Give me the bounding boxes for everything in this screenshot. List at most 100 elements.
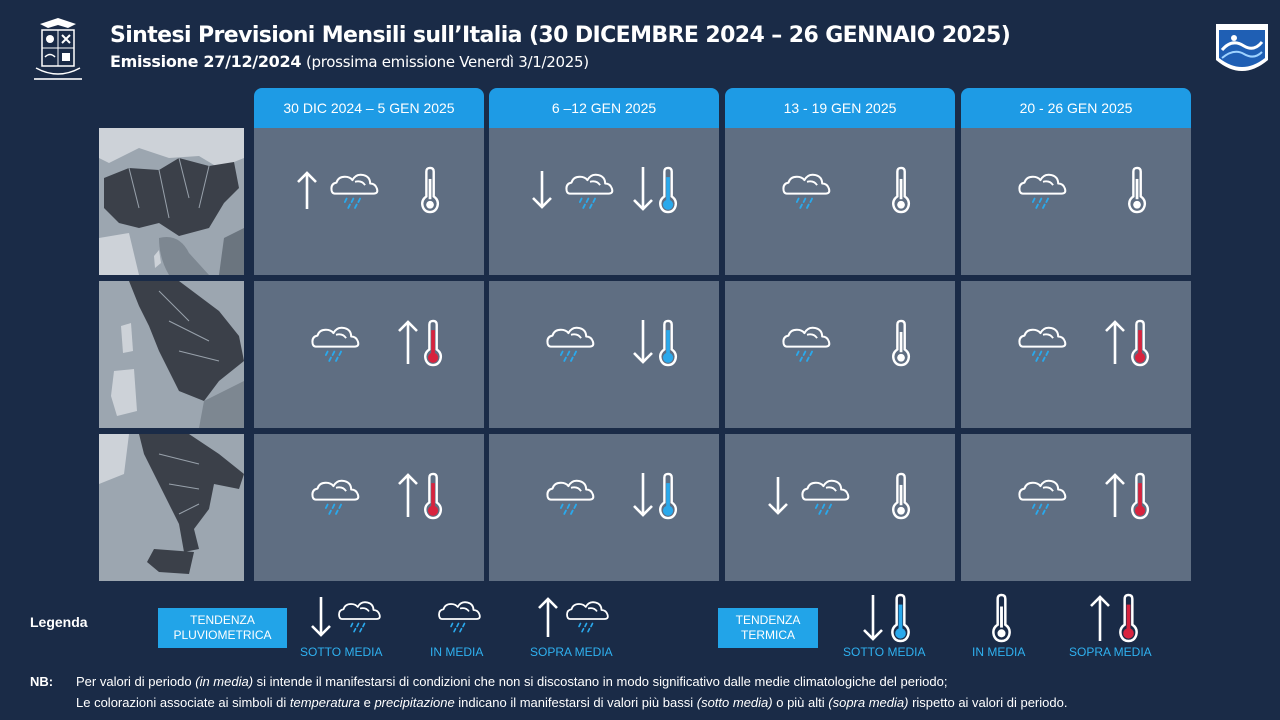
rain-cloud-icon (1018, 173, 1067, 209)
legend-temp-below: SOTTO MEDIA (843, 645, 926, 659)
thermometer-icon (1131, 472, 1150, 520)
rain-cloud-icon (330, 173, 379, 209)
thermometer-icon (891, 593, 910, 643)
aeronautica-emblem-logo (28, 16, 88, 88)
forecast-cell (489, 434, 719, 581)
temp-symbol (1129, 319, 1151, 372)
temp-trend-box: TENDENZA TERMICA (718, 608, 818, 648)
arrow-up-icon (1105, 320, 1125, 364)
precip-symbol (780, 170, 834, 217)
note-line-2: Le colorazioni associate ai simboli di t… (76, 695, 1067, 710)
temp-symbol (657, 472, 679, 525)
thermometer-icon (992, 593, 1011, 643)
legend-precip-above-cloud (564, 598, 612, 640)
emission-date: Emissione 27/12/2024 (110, 52, 302, 71)
rain-cloud-icon (311, 479, 360, 515)
precip-symbol (1016, 476, 1070, 523)
arrow-down-icon (633, 320, 653, 364)
legend-precip-below-arrow (310, 596, 332, 643)
legend-temp-below-arrow (862, 594, 884, 647)
temp-below-arrow (632, 472, 654, 523)
precip-trend-box: TENDENZA PLUVIOMETRICA (158, 608, 287, 648)
map-north-italy (99, 128, 244, 275)
temp-symbol (890, 166, 912, 219)
temp-above-arrow (1104, 472, 1126, 523)
precip-symbol (309, 476, 363, 523)
legend-temp-average: IN MEDIA (972, 645, 1026, 659)
emission-info: Emissione 27/12/2024 (prossima emissione… (110, 52, 589, 71)
note-text: si intende il manifestarsi di condizioni… (253, 674, 948, 689)
thermometer-icon (1119, 593, 1138, 643)
legend-temp-above: SOPRA MEDIA (1069, 645, 1152, 659)
arrow-down-icon (633, 167, 653, 211)
temp-symbol (890, 472, 912, 525)
note-text: indicano il manifestarsi di valori più b… (454, 695, 697, 710)
rain-cloud-icon (338, 601, 381, 633)
legend-temp-above-thermo (1117, 593, 1140, 648)
thermometer-icon (424, 472, 443, 520)
thermometer-icon (659, 166, 678, 214)
legend-temp-above-arrow (1089, 594, 1111, 647)
thermometer-icon (659, 472, 678, 520)
arrow-down-icon (863, 595, 883, 641)
legend-title: Legenda (30, 614, 88, 630)
temp-symbol (657, 166, 679, 219)
forecast-cell (254, 434, 484, 581)
forecast-cell (489, 281, 719, 428)
note-text: temperatura (289, 695, 360, 710)
period-header-2: 6 –12 GEN 2025 (489, 88, 719, 128)
note-text: e (359, 695, 375, 710)
legend-temp-average-thermo (990, 593, 1013, 648)
temp-above-arrow (397, 319, 419, 370)
temp-above-arrow (397, 472, 419, 523)
arrow-down-icon (633, 473, 653, 517)
precip-symbol (563, 170, 617, 217)
legend-precip-above: SOPRA MEDIA (530, 645, 613, 659)
precip-symbol (544, 323, 598, 370)
arrow-up-icon (538, 597, 558, 637)
forecast-cell (725, 128, 955, 275)
precip-symbol (309, 323, 363, 370)
note-label: NB: (30, 674, 54, 689)
legend-precip-below-cloud (336, 598, 384, 640)
temp-symbol (657, 319, 679, 372)
temp-symbol (422, 319, 444, 372)
arrow-down-icon (768, 477, 788, 515)
rain-cloud-icon (546, 326, 595, 362)
forecast-cell (961, 128, 1191, 275)
rain-cloud-icon (566, 601, 609, 633)
arrow-up-icon (297, 171, 317, 209)
rain-cloud-icon (782, 326, 831, 362)
note-text: (in media) (195, 674, 254, 689)
note-text: (sotto media) (696, 695, 773, 710)
arrow-up-icon (1105, 473, 1125, 517)
thermometer-icon (892, 472, 911, 520)
thermometer-icon (892, 166, 911, 214)
rain-cloud-icon (565, 173, 614, 209)
forecast-cell (725, 281, 955, 428)
precip-symbol (799, 476, 853, 523)
forecast-cell (489, 128, 719, 275)
period-header-4: 20 - 26 GEN 2025 (961, 88, 1191, 128)
legend-precip-above-arrow (537, 596, 559, 643)
temp-symbol (422, 472, 444, 525)
note-line-1: Per valori di periodo (in media) si inte… (76, 674, 947, 689)
temp-symbol (890, 319, 912, 372)
rain-cloud-icon (1018, 479, 1067, 515)
note-text: (sopra media) (828, 695, 909, 710)
rain-cloud-icon (1018, 326, 1067, 362)
temp-symbol (419, 166, 441, 219)
legend-temp-below-thermo (889, 593, 912, 648)
map-central-italy (99, 281, 244, 428)
precip-symbol (544, 476, 598, 523)
note-text: Le colorazioni associate ai simboli di (76, 695, 290, 710)
note-text: Per valori di periodo (76, 674, 196, 689)
period-header-1: 30 DIC 2024 – 5 GEN 2025 (254, 88, 484, 128)
precip-below-arrow (767, 476, 789, 521)
note-text: rispetto ai valori di periodo. (908, 695, 1068, 710)
forecast-cell (961, 434, 1191, 581)
forecast-cell (725, 434, 955, 581)
legend-precip-below: SOTTO MEDIA (300, 645, 383, 659)
precip-symbol (780, 323, 834, 370)
precip-symbol (1016, 170, 1070, 217)
